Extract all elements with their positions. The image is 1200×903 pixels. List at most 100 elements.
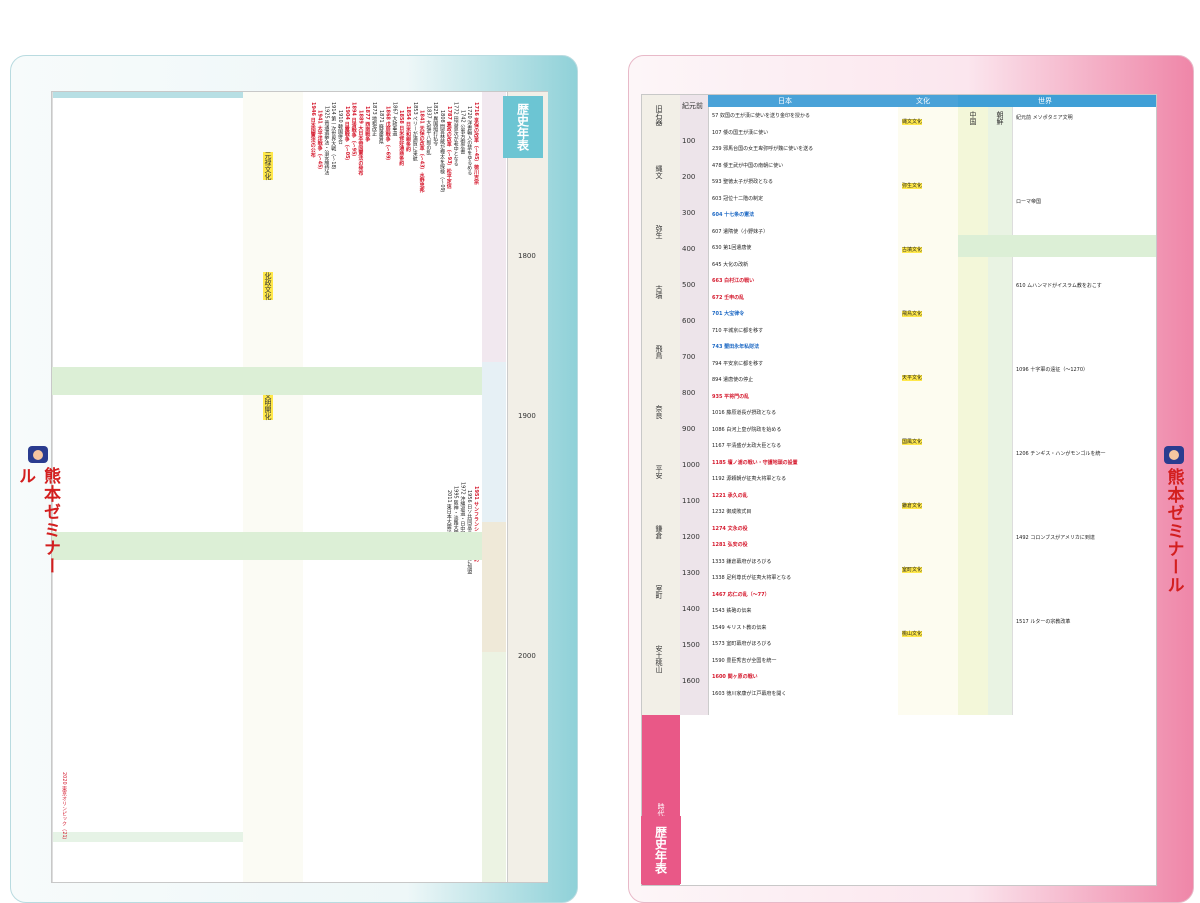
right-logo: 熊本ゼミナール (1159, 446, 1189, 606)
event-line: 1868 戊辰戦争（～69） (384, 106, 391, 164)
world-event: 1206 チンギス・ハンがモンゴルを統一 (1016, 451, 1106, 457)
left-culture-column: 元禄文化 化政文化 文明開化 (242, 92, 303, 882)
left-politics-column: 1716 享保の改革（～45）徳川吉宗 1720 洋書輸入の禁をゆるめる 1742 … (302, 92, 483, 882)
event-line: 1951 サンフランシスコ平和条約 (473, 486, 479, 562)
era-name: 弥生 (655, 225, 663, 239)
event-line: 1808 間宮林蔵が樺太を探検（～09） (439, 110, 445, 196)
event-line: 1910 韓国併合 (337, 110, 343, 145)
year-label: 700 (682, 353, 696, 361)
event-line: 1877 西南戦争 (364, 106, 371, 142)
year-label: 1400 (682, 605, 700, 613)
year-label: 1000 (682, 461, 700, 469)
left-year-column: 1700 1800 1900 2000 (507, 92, 548, 882)
year-label: 2000 (518, 652, 536, 660)
culture-tag: 元禄文化 (263, 152, 273, 180)
event-line: 1858 日米修好通商条約 (398, 110, 405, 166)
event-line: 1825 異国船打払令 (432, 102, 439, 147)
world-divider (958, 235, 1156, 257)
event-line: 478 倭王武が中国の南朝に使い (712, 162, 784, 169)
japan-header: 日本 (708, 95, 898, 107)
event-line: 1853 ペリーが浦賀に来航 (411, 102, 418, 162)
section-divider (52, 532, 482, 560)
event-line: 107 倭の国王が漢に使い (712, 129, 769, 136)
event-line: 1837 大塩平八郎の乱 (425, 106, 432, 156)
event-line: 1338 足利尊氏が征夷大将軍となる (712, 575, 792, 581)
era-band (482, 652, 506, 882)
year-label: 200 (682, 173, 696, 181)
left-timeline-sheet: 1700 1800 1900 2000 1716 享保の改革（～45）徳川吉宗1… (10, 55, 578, 903)
culture-tag: 文明開化 (263, 392, 273, 420)
era-name: 飛鳥 (655, 345, 663, 359)
event-line: 1972 沖縄返還・日中国交正常化 (459, 482, 466, 557)
event-line: 603 冠位十二階の制定 (712, 195, 764, 202)
culture-tag: 弥生文化 (902, 183, 923, 190)
right-timeline-table: 時代 旧石器 縄文 弥生 古墳 飛鳥 奈良 平安 鎌倉 室町 安土桃山 紀元前 100 200 300 4… (641, 94, 1157, 886)
event-line: 2011 東日本大震災 (445, 490, 452, 535)
culture-tag: 古墳文化 (902, 247, 923, 254)
event-line: 630 第1回遣唐使 (712, 245, 752, 251)
year-label: 900 (682, 425, 696, 433)
japan-culture-column: 文化 縄文文化 弥生文化 古墳文化 飛鳥文化 天平文化 国風文化 鎌倉文化 室町文化 桃山文化 (898, 95, 959, 715)
japan-header-label: 日本 (778, 97, 792, 105)
event-line: 1573 室町幕府がほろびる (712, 641, 772, 647)
year-label: 100 (682, 137, 696, 145)
event-line: 935 平将門の乱 (712, 393, 750, 400)
culture-tag: 縄文文化 (902, 119, 923, 126)
left-timeline-table: 1700 1800 1900 2000 1716 享保の改革（～45）徳川吉宗1… (51, 91, 548, 883)
event-line: 1904 日露戦争（～05） (343, 106, 350, 164)
year-label: 300 (682, 209, 696, 217)
culture-tag: 飛鳥文化 (902, 311, 923, 318)
era-header-label: 時代 (657, 803, 665, 817)
year-label: 400 (682, 245, 696, 253)
culture-tag: 国風文化 (902, 439, 923, 446)
year-label: 1300 (682, 569, 700, 577)
event-line: 1603 徳川家康が江戸幕府を開く (712, 690, 787, 697)
event-line: 1946 日本国憲法の公布 (309, 102, 316, 158)
event-line: 1871 廃藩置県 (377, 110, 384, 145)
event-line: 1742 公事方御定書 (459, 110, 466, 155)
event-line: 607 遣隋使（小野妹子） (712, 228, 769, 235)
year-label: 1600 (682, 677, 700, 685)
japan-politics-column: 日本 57 奴国の王が漢に使いを送り金印を授かる 107 倭の国王が漢に使い 239… (708, 95, 899, 715)
year-label: 1800 (518, 252, 536, 260)
event-line: 1720 洋書輸入の禁をゆるめる (466, 106, 473, 176)
world-event: 1492 コロンブスがアメリカに到達 (1016, 535, 1095, 541)
logo-text: 熊本ゼミナール (15, 467, 60, 575)
era-name: 古墳 (655, 285, 663, 299)
culture-tag: 桃山文化 (902, 631, 923, 638)
logo-text: 熊本ゼミナール (1163, 468, 1184, 594)
event-line: 1894 日清戦争（～95） (350, 102, 357, 160)
event-line: 1941 太平洋戦争（～45） (316, 110, 323, 173)
event-line: 1854 日米和親条約 (405, 106, 411, 152)
year-label: 1200 (682, 533, 700, 541)
culture-tag: 鎌倉文化 (902, 503, 923, 510)
culture-tag: 天平文化 (902, 375, 923, 382)
event-line: 1841 天保の改革（～43）水野忠邦 (418, 110, 425, 193)
event-line: 1467 応仁の乱（～77） (712, 591, 770, 598)
event-line: 1167 平清盛が太政大臣となる (712, 443, 782, 449)
right-era-column: 旧石器 縄文 弥生 古墳 飛鳥 奈良 平安 鎌倉 室町 安土桃山 (642, 95, 681, 715)
china-label: 中国 (969, 111, 977, 125)
event-line: 743 墾田永年私財法 (712, 344, 760, 350)
right-year-column: 紀元前 100 200 300 400 500 600 700 800 900 1000 1100 12… (680, 95, 709, 715)
event-line: 1281 弘安の役 (712, 542, 748, 548)
right-timeline-sheet: 時代 旧石器 縄文 弥生 古墳 飛鳥 奈良 平安 鎌倉 室町 安土桃山 紀元前 100 200 300 4… (628, 55, 1194, 903)
culture-tag: 化政文化 (263, 272, 273, 300)
event-line: 1867 大政奉還 (391, 102, 398, 137)
event-line: 1192 源頼朝が征夷大将軍となる (712, 476, 787, 482)
event-line: 1925 普通選挙法・治安維持法 (323, 106, 330, 176)
event-line: 1333 鎌倉幕府がほろびる (712, 558, 772, 565)
event-line: 593 聖徳太子が摂政となる (712, 179, 773, 185)
era-name: 室町 (655, 585, 663, 599)
event-line: 1185 壇ノ浦の戦い・守護地頭の設置 (712, 459, 798, 466)
left-world-column: 2020 東京オリンピック（21） (52, 92, 243, 882)
event-line: 1716 享保の改革（～45）徳川吉宗 (473, 102, 479, 185)
world-event: 610 ムハンマドがイスラム教をおこす (1016, 283, 1102, 289)
event-line: 1772 田沼意次が老中となる (452, 102, 459, 167)
right-title-banner: 歴史年表 (641, 816, 681, 884)
era-band (482, 92, 506, 362)
mascot-icon (1164, 446, 1184, 464)
event-line: 894 遣唐使の停止 (712, 377, 754, 383)
world-header: 世界 (958, 95, 1156, 107)
event-line: 1600 関ヶ原の戦い (712, 674, 758, 680)
